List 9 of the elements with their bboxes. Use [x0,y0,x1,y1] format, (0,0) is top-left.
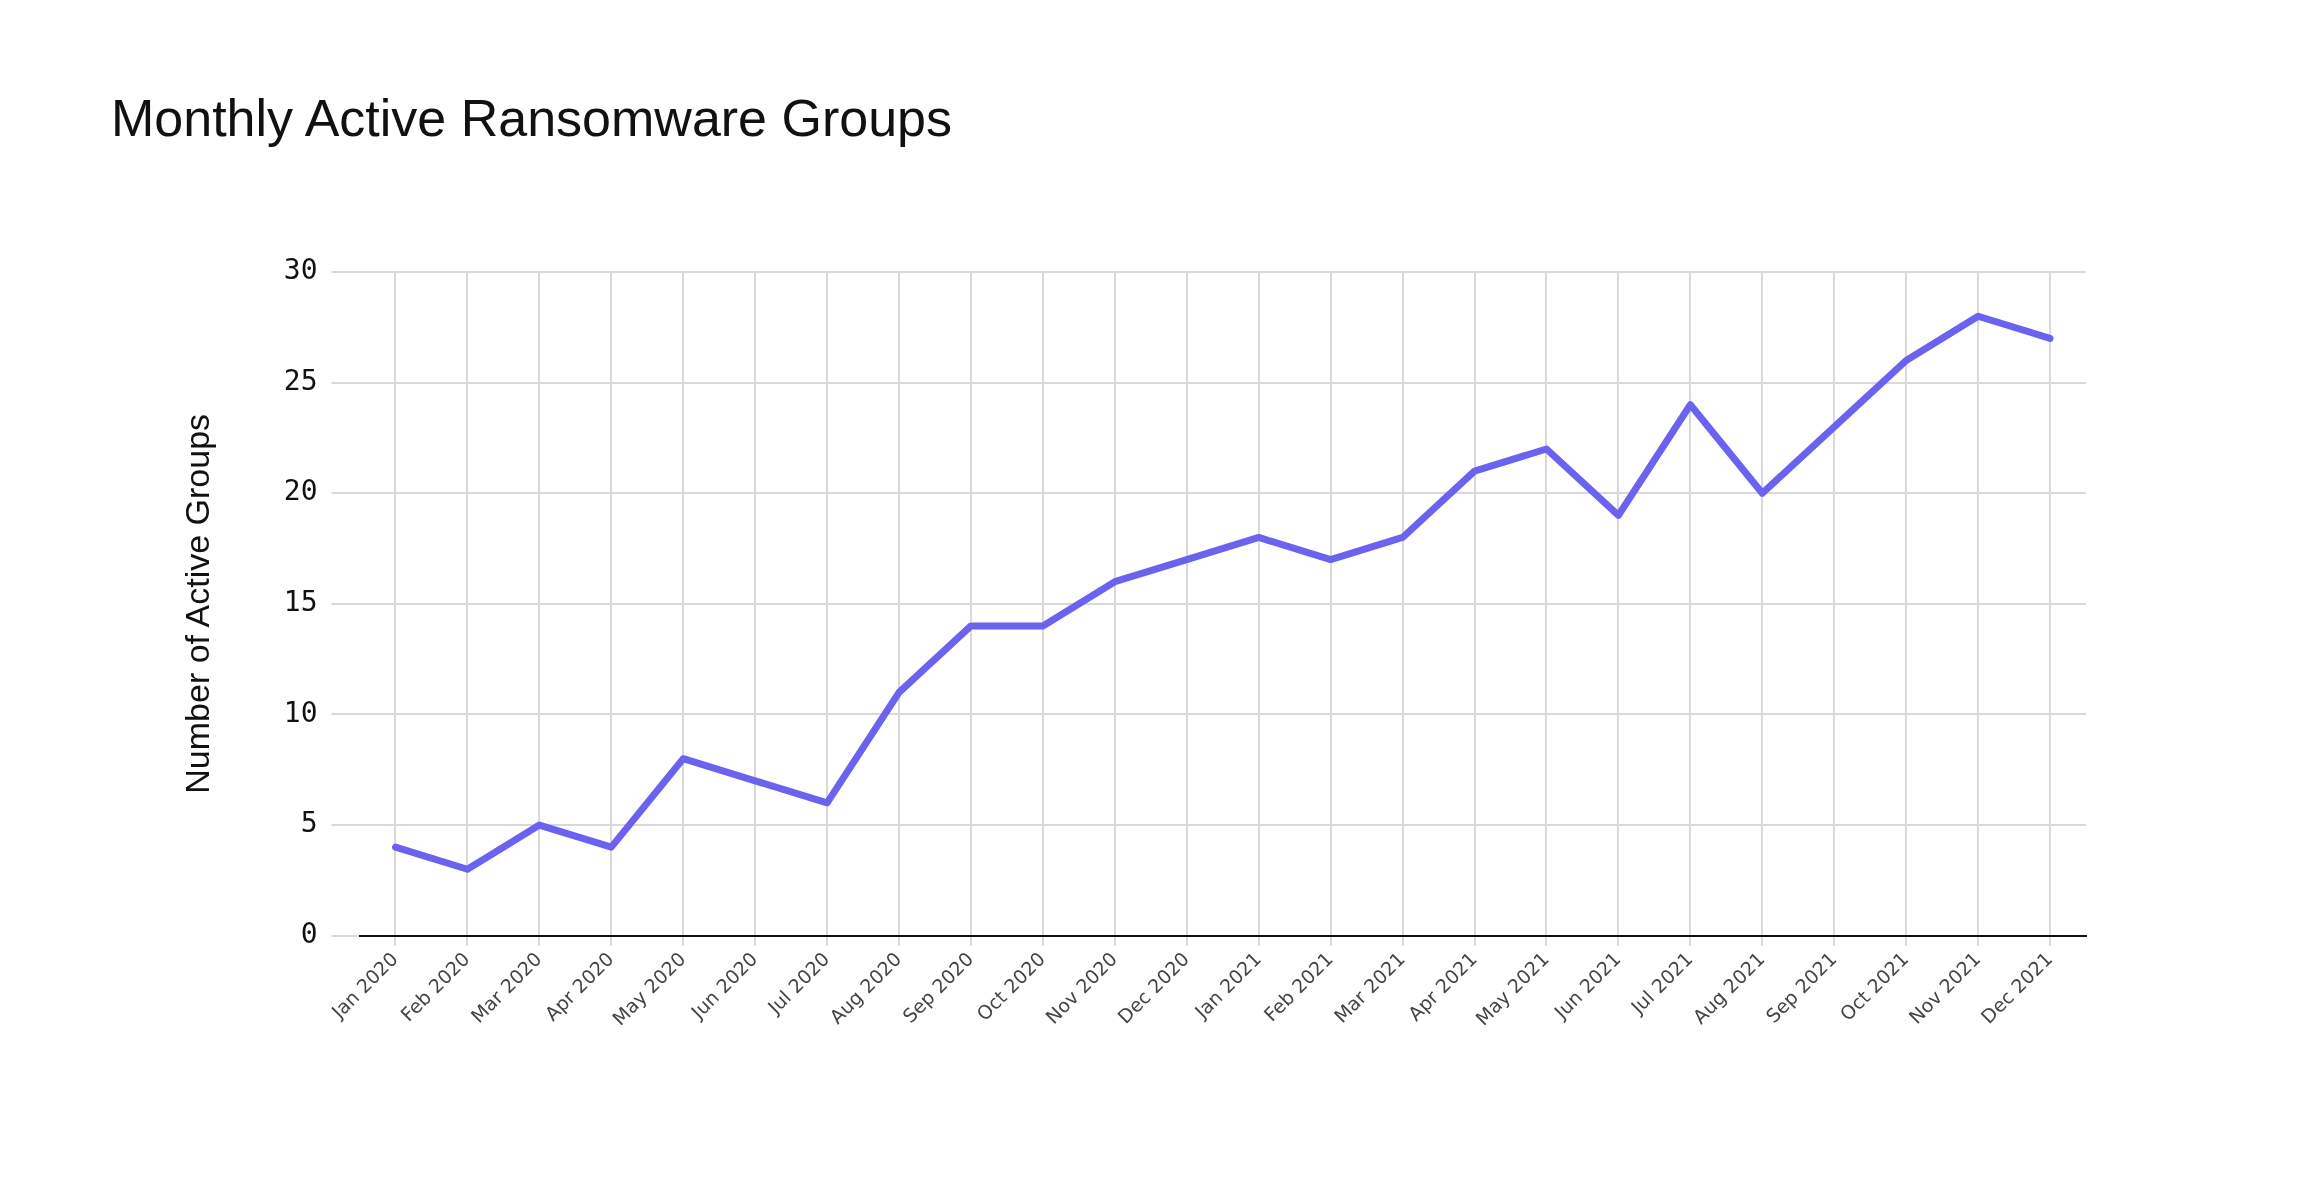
y-tick-label: 20 [283,474,318,508]
y-tick-label: 0 [300,916,318,950]
y-tick-label: 30 [283,253,318,287]
chart-title: Monthly Active Ransomware Groups [111,88,953,148]
y-tick-label: 5 [300,806,318,840]
y-tick-label: 15 [283,585,318,619]
y-tick-label: 25 [283,363,318,397]
y-tick-label: 10 [283,695,318,729]
y-axis-title: Number of Active Groups [177,413,216,794]
